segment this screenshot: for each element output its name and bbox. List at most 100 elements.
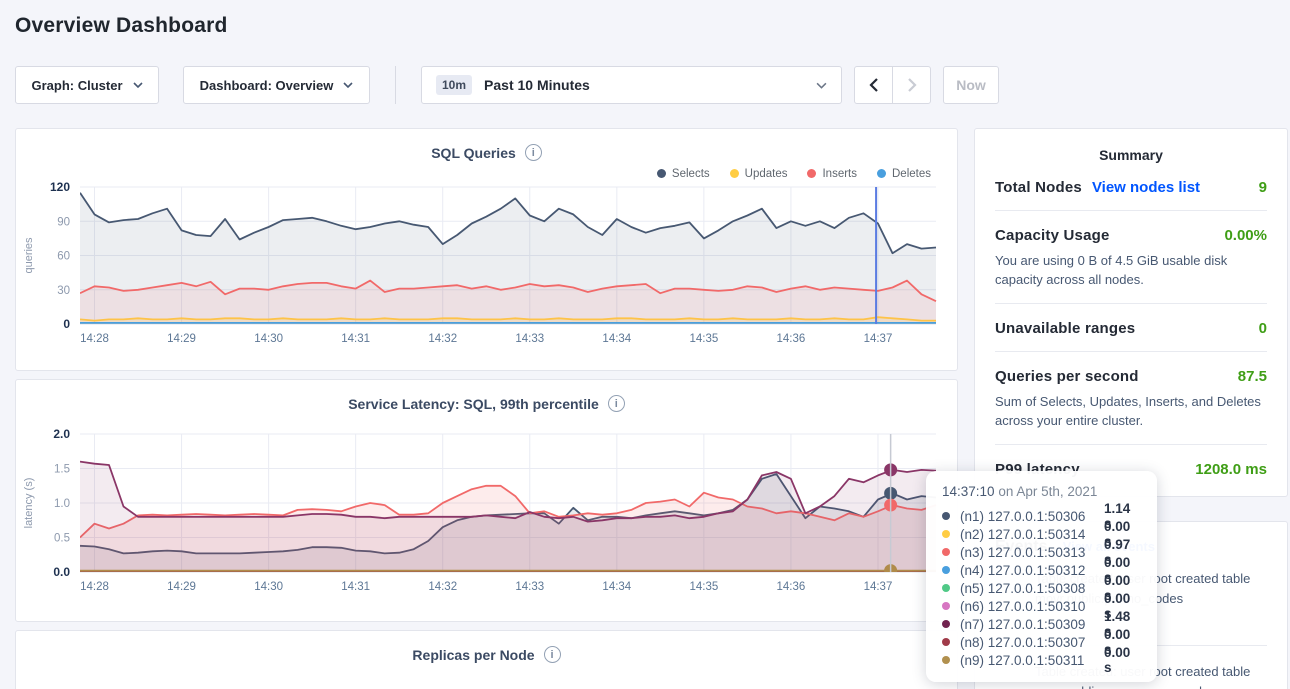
node-latency-value: 0.00 s — [1103, 591, 1131, 621]
svg-text:14:30: 14:30 — [254, 333, 283, 345]
node-color-dot — [942, 566, 950, 574]
svg-text:0.0: 0.0 — [53, 565, 70, 579]
service-latency-chart[interactable]: 14:28 14:29 14:30 14:31 14:32 14:33 14:34 14:35… — [16, 424, 957, 600]
divider — [995, 303, 1267, 304]
svg-text:1.5: 1.5 — [54, 464, 70, 476]
tooltip-timestamp: 14:37:10 on Apr 5th, 2021 — [942, 484, 1098, 499]
node-color-dot — [942, 548, 950, 556]
p99-latency-value: 1208.0 ms — [1195, 461, 1267, 478]
svg-text:14:34: 14:34 — [602, 333, 631, 345]
time-next-button[interactable] — [892, 66, 931, 104]
capacity-usage-description: You are using 0 B of 4.5 GiB usable disk… — [995, 253, 1228, 287]
graph-scope-dropdown[interactable]: Graph: Cluster — [15, 66, 159, 104]
node-address: (n3) 127.0.0.1:50313 — [960, 544, 1086, 560]
svg-text:14:37: 14:37 — [864, 581, 893, 593]
node-address: (n7) 127.0.0.1:50309 — [960, 616, 1086, 632]
info-icon[interactable]: i — [524, 144, 542, 161]
summary-row-total-nodes: Total Nodes View nodes list 9 — [975, 179, 1287, 196]
summary-row-qps: Queries per second 87.5 Sum of Selects, … — [975, 368, 1287, 430]
chevron-right-icon — [907, 78, 917, 92]
svg-text:14:37: 14:37 — [864, 333, 893, 345]
chevron-down-icon — [343, 82, 353, 88]
tooltip-node-row: (n8) 127.0.0.1:50307 0.00 s — [942, 627, 1141, 657]
info-icon[interactable]: i — [607, 395, 625, 412]
time-window-dropdown[interactable]: 10m Past 10 Minutes — [421, 66, 842, 104]
capacity-usage-value: 0.00% — [1224, 227, 1267, 244]
tooltip-node-row: (n4) 127.0.0.1:50312 0.00 s — [942, 555, 1141, 585]
svg-text:14:30: 14:30 — [254, 581, 283, 593]
node-address: (n2) 127.0.0.1:50314 — [960, 526, 1086, 542]
node-latency-value: 0.00 s — [1103, 627, 1131, 657]
legend-dot — [877, 169, 886, 178]
node-color-dot — [942, 638, 950, 646]
graph-scope-label: Graph: Cluster — [31, 77, 123, 93]
svg-text:0: 0 — [63, 317, 70, 331]
node-color-dot — [942, 512, 950, 520]
time-window-badge: 10m — [436, 75, 473, 95]
svg-text:90: 90 — [57, 216, 70, 228]
controls-divider — [395, 66, 396, 104]
total-nodes-label: Total Nodes — [995, 179, 1082, 196]
svg-text:14:34: 14:34 — [602, 581, 631, 593]
time-window-label: Past 10 Minutes — [484, 77, 590, 93]
dashboard-dropdown-label: Dashboard: Overview — [199, 77, 334, 93]
node-address: (n5) 127.0.0.1:50308 — [960, 580, 1086, 596]
svg-text:14:28: 14:28 — [80, 333, 109, 345]
dashboard-controls: Graph: Cluster Dashboard: Overview 10m P… — [15, 66, 1275, 104]
node-latency-value: 0.00 s — [1103, 645, 1131, 675]
node-latency-value: 1.48 s — [1103, 609, 1131, 639]
svg-text:latency (s): latency (s) — [23, 478, 35, 529]
tooltip-node-row: (n6) 127.0.0.1:50310 0.00 s — [942, 591, 1141, 621]
qps-label: Queries per second — [995, 368, 1139, 385]
svg-text:1.0: 1.0 — [54, 498, 70, 510]
legend-dot — [656, 169, 666, 178]
info-icon[interactable]: i — [543, 646, 561, 663]
node-address: (n6) 127.0.0.1:50310 — [960, 598, 1086, 614]
dashboard-dropdown[interactable]: Dashboard: Overview — [183, 66, 370, 104]
node-address: (n4) 127.0.0.1:50312 — [960, 562, 1086, 578]
legend-dot — [807, 169, 817, 178]
svg-text:14:33: 14:33 — [515, 581, 544, 593]
svg-text:14:29: 14:29 — [167, 333, 196, 345]
legend-item: Updates — [729, 168, 787, 180]
node-latency-value: 0.00 s — [1103, 519, 1131, 549]
svg-text:14:36: 14:36 — [777, 581, 806, 593]
node-latency-value: 1.14 s — [1103, 501, 1131, 531]
summary-row-unavailable-ranges: Unavailable ranges 0 — [975, 320, 1287, 337]
replicas-chart-title: Replicas per Node — [412, 646, 535, 663]
charts-column: SQL Queries i Selects Updates Inserts Delet… — [15, 128, 958, 689]
node-latency-value: 0.97 s — [1103, 537, 1131, 567]
unavailable-ranges-label: Unavailable ranges — [995, 320, 1136, 337]
svg-text:14:35: 14:35 — [689, 333, 718, 345]
svg-text:0.5: 0.5 — [54, 533, 70, 545]
divider — [995, 351, 1267, 352]
svg-text:14:32: 14:32 — [428, 581, 457, 593]
capacity-usage-label: Capacity Usage — [995, 227, 1110, 244]
svg-text:60: 60 — [57, 251, 70, 263]
sql-queries-chart[interactable]: 14:28 14:29 14:30 14:31 14:32 14:33 14:34 14:35… — [16, 179, 957, 354]
sql-queries-legend: Selects Updates Inserts Deletes — [16, 161, 957, 180]
time-prev-button[interactable] — [854, 66, 893, 104]
svg-text:14:28: 14:28 — [80, 581, 109, 593]
svg-text:14:29: 14:29 — [167, 581, 196, 593]
now-button[interactable]: Now — [943, 66, 999, 104]
chevron-left-icon — [868, 78, 878, 92]
tooltip-rows: (n1) 127.0.0.1:50306 1.14 s (n2) 127.0.0.1… — [942, 501, 1141, 675]
node-address: (n1) 127.0.0.1:50306 — [960, 508, 1086, 524]
unavailable-ranges-value: 0 — [1258, 320, 1267, 337]
svg-text:14:35: 14:35 — [689, 581, 718, 593]
svg-text:120: 120 — [50, 180, 70, 194]
view-nodes-list-link[interactable]: View nodes list — [1091, 179, 1201, 196]
divider — [995, 444, 1267, 445]
chevron-down-icon — [816, 82, 827, 89]
node-color-dot — [942, 656, 950, 664]
replicas-per-node-panel: Replicas per Node i — [15, 630, 958, 689]
summary-panel: Summary Total Nodes View nodes list 9 Ca… — [974, 128, 1288, 497]
node-latency-value: 0.00 s — [1103, 573, 1131, 603]
svg-text:14:31: 14:31 — [341, 333, 370, 345]
tooltip-node-row: (n5) 127.0.0.1:50308 0.00 s — [942, 573, 1141, 603]
tooltip-node-row: (n7) 127.0.0.1:50309 1.48 s — [942, 609, 1141, 639]
summary-title: Summary — [1099, 147, 1163, 163]
node-color-dot — [942, 602, 950, 610]
